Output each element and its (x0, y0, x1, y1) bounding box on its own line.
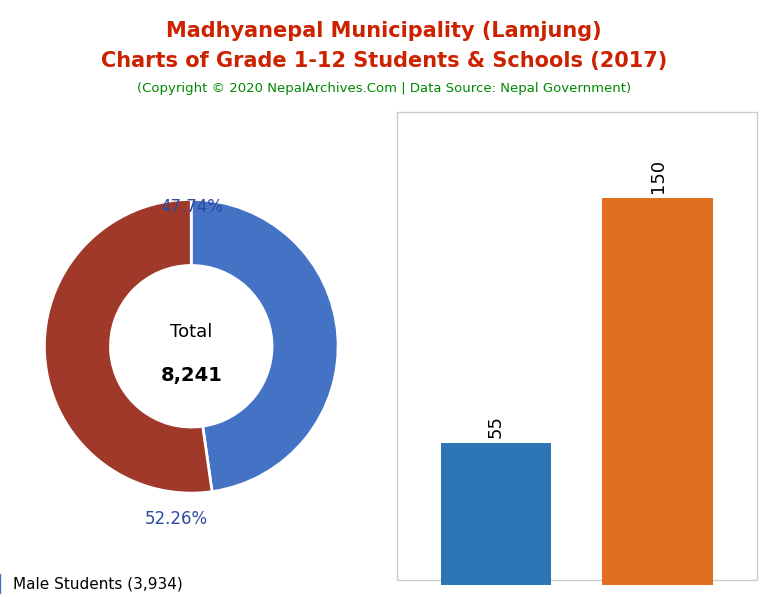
Bar (441, 443, 551, 585)
Text: (Copyright © 2020 NepalArchives.Com | Data Source: Nepal Government): (Copyright © 2020 NepalArchives.Com | Da… (137, 82, 631, 96)
Text: Charts of Grade 1-12 Students & Schools (2017): Charts of Grade 1-12 Students & Schools … (101, 51, 667, 71)
Text: 47.74%: 47.74% (160, 198, 223, 216)
Text: Total: Total (170, 322, 213, 340)
Text: 55: 55 (487, 415, 505, 438)
Wedge shape (191, 199, 338, 492)
Text: 52.26%: 52.26% (145, 510, 208, 528)
Text: 150: 150 (648, 159, 667, 193)
Wedge shape (45, 199, 212, 493)
Bar (602, 198, 713, 585)
Text: 8,241: 8,241 (161, 366, 222, 385)
Text: Madhyanepal Municipality (Lamjung): Madhyanepal Municipality (Lamjung) (166, 21, 602, 41)
Legend: Male Students (3,934), Female Students (4,307): Male Students (3,934), Female Students (… (0, 568, 207, 597)
